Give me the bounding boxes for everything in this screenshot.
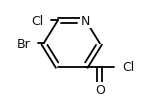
Text: Cl: Cl (122, 60, 134, 73)
Text: N: N (81, 15, 90, 27)
Text: Br: Br (17, 38, 30, 50)
Text: O: O (95, 83, 105, 96)
Text: Cl: Cl (31, 15, 44, 27)
